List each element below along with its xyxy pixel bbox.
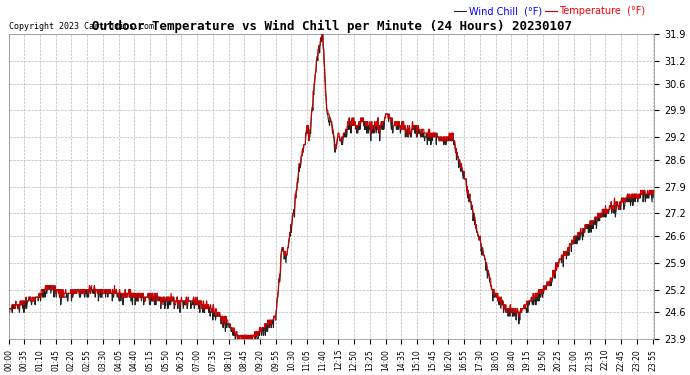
Temperature  (°F) [220,318,228,322]
Temperature  (°F) [433,135,442,139]
Wind Chill  (°F) [220,318,228,322]
Text: Copyright 2023 Cartronics.com: Copyright 2023 Cartronics.com [9,22,154,31]
Wind Chill  (°F) [433,135,442,139]
Temperature  (°F) [574,234,582,238]
Temperature  (°F) [233,337,242,341]
Temperature  (°F) [317,32,326,36]
Wind Chill  (°F) [132,295,141,299]
Temperature  (°F) [132,295,141,299]
Wind Chill  (°F) [148,299,157,303]
Line: Temperature  (°F): Temperature (°F) [9,34,654,339]
Temperature  (°F) [5,306,13,311]
Wind Chill  (°F) [231,337,239,341]
Temperature  (°F) [518,310,526,315]
Legend: Wind Chill  (°F), Temperature  (°F): Wind Chill (°F), Temperature (°F) [451,2,649,20]
Temperature  (°F) [650,188,658,193]
Wind Chill  (°F) [650,188,658,193]
Wind Chill  (°F) [574,238,582,242]
Title: Outdoor Temperature vs Wind Chill per Minute (24 Hours) 20230107: Outdoor Temperature vs Wind Chill per Mi… [92,20,571,33]
Wind Chill  (°F) [318,32,326,36]
Wind Chill  (°F) [518,310,526,315]
Temperature  (°F) [148,295,157,299]
Line: Wind Chill  (°F): Wind Chill (°F) [9,34,654,339]
Wind Chill  (°F) [5,306,13,311]
